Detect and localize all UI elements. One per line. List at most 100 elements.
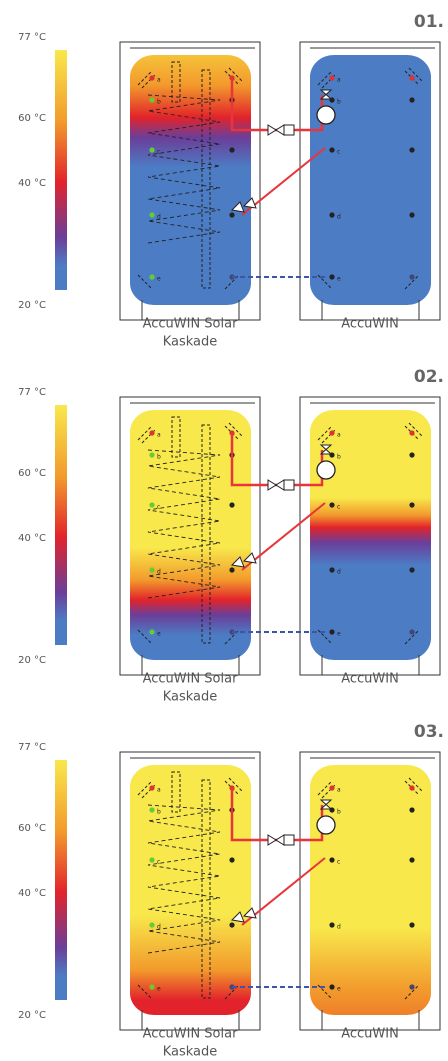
tank-body [130, 410, 251, 660]
check-valve [283, 834, 295, 846]
valve [267, 479, 285, 491]
port [409, 430, 415, 436]
mixing-valve [230, 907, 257, 923]
tank-label: Kaskade [163, 690, 218, 705]
pump-valve [319, 444, 333, 455]
port [149, 274, 155, 280]
coil [147, 449, 221, 599]
port [329, 502, 335, 508]
port [409, 922, 415, 928]
port-label: a [157, 77, 161, 84]
tank-body [130, 765, 251, 1015]
tank-label: Kaskade [163, 335, 218, 350]
port [149, 452, 155, 458]
port [329, 75, 335, 81]
check-valve [283, 124, 295, 136]
pump [316, 815, 336, 835]
port [329, 212, 335, 218]
temperature-scale [55, 405, 67, 645]
port [229, 567, 235, 573]
port-label: d [337, 569, 341, 576]
port [329, 274, 335, 280]
temperature-scale [55, 760, 67, 1000]
port [329, 147, 335, 153]
port-label: e [337, 631, 341, 638]
port-label: a [157, 787, 161, 794]
heat-rod [171, 61, 181, 103]
port [409, 274, 415, 280]
tank-frame [299, 751, 441, 1031]
port [149, 567, 155, 573]
heat-rod [201, 424, 211, 644]
scale-label: 60 °C [18, 468, 46, 479]
scale-label: 77 °C [18, 32, 46, 43]
port-label: d [337, 214, 341, 221]
port [229, 147, 235, 153]
port [149, 807, 155, 813]
coil [147, 804, 221, 954]
scale-label: 40 °C [18, 178, 46, 189]
panel-number: 01. [414, 12, 444, 32]
port-label: a [157, 432, 161, 439]
port-label: b [337, 454, 341, 461]
port-label: b [337, 809, 341, 816]
scale-label: 77 °C [18, 742, 46, 753]
panel-number: 03. [414, 722, 444, 742]
port-label: c [337, 504, 340, 511]
port [409, 807, 415, 813]
heat-rod [201, 779, 211, 999]
port [149, 147, 155, 153]
port-label: e [337, 986, 341, 993]
scale-label: 40 °C [18, 533, 46, 544]
port-label: e [157, 276, 161, 283]
port [409, 984, 415, 990]
port [409, 212, 415, 218]
port-label: b [157, 99, 161, 106]
port [329, 629, 335, 635]
port-label: d [157, 569, 161, 576]
port [329, 785, 335, 791]
heat-rod [171, 771, 181, 813]
port [149, 629, 155, 635]
heat-rod [201, 69, 211, 289]
port [409, 75, 415, 81]
coil [147, 94, 221, 244]
tank-frame [119, 751, 261, 1031]
hot-pipe [241, 857, 326, 926]
port [149, 785, 155, 791]
port [229, 212, 235, 218]
port [329, 567, 335, 573]
port-label: e [157, 631, 161, 638]
hot-pipe [241, 502, 326, 571]
port-label: d [337, 924, 341, 931]
panel: 03. 77 °C 60 °C 40 °C 20 °C a b c d e AccuWIN Sola… [18, 722, 444, 1060]
temperature-scale [55, 50, 67, 290]
tank-frame [299, 41, 441, 321]
port-label: c [157, 504, 160, 511]
port [409, 97, 415, 103]
port [329, 922, 335, 928]
port [409, 502, 415, 508]
tank-body [310, 765, 431, 1015]
port [229, 857, 235, 863]
tank-body [310, 410, 431, 660]
scale-label: 20 °C [18, 1010, 46, 1021]
port [409, 567, 415, 573]
port [149, 502, 155, 508]
port-label: b [157, 809, 161, 816]
port-label: a [337, 77, 341, 84]
scale-label: 60 °C [18, 113, 46, 124]
tank-label: AccuWIN Solar [143, 1027, 239, 1042]
mixing-valve [230, 197, 257, 213]
port [409, 785, 415, 791]
tank-label: AccuWIN [341, 317, 399, 332]
tank-body [130, 55, 251, 305]
pump-valve [319, 89, 333, 100]
hot-pipe [241, 147, 326, 216]
tank-frame [119, 396, 261, 676]
port [329, 984, 335, 990]
port-label: a [337, 787, 341, 794]
tank-label: AccuWIN Solar [143, 672, 239, 687]
port-label: b [157, 454, 161, 461]
port [329, 430, 335, 436]
